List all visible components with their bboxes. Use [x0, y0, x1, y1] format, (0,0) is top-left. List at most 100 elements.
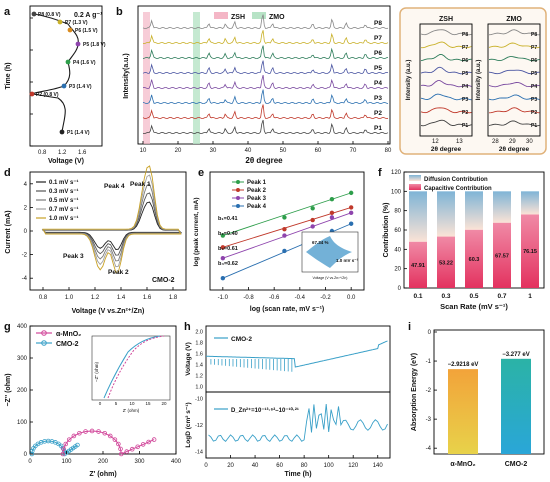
panel-g-amno2-marker: [146, 439, 151, 445]
panel-a-point-label: P7 (1.3 V): [65, 20, 88, 26]
panel-h-voltage: [206, 340, 388, 372]
panel-f-legend-capacitive: Capacitive Contribution: [424, 186, 492, 192]
panel-c-zmo-label: P5: [531, 71, 537, 77]
panel-e-point: [282, 215, 287, 220]
panel-f-diffusion-bar: [437, 191, 455, 237]
panel-d-legend-label: 0.7 mV s⁻¹: [49, 206, 79, 213]
panel-e-inset-rate: 1.0 mV s⁻¹: [336, 258, 359, 263]
panel-d-curves: [41, 165, 183, 273]
panel-c-zmo-trace: [488, 69, 540, 75]
panel-g-amno2-marker: [71, 433, 77, 439]
panel-g-inset-xlabel: Z' (ohm): [123, 408, 140, 413]
panel-h-xtick-label: 80: [301, 463, 308, 469]
panel-a-point: [29, 91, 35, 97]
panel-c-ylabel-zsh: Intensity (a.u.): [406, 60, 412, 101]
panel-e-inset-percent: 67.34 %: [312, 240, 329, 245]
panel-c-xtick-30: 30: [526, 139, 533, 145]
panel-f-diffusion-bar: [409, 191, 427, 242]
panel-g-amno2-marker: [83, 429, 88, 434]
panel-g-inset-ylabel: −Z'' (ohm): [94, 361, 99, 382]
panel-g-ytick-label: 400: [17, 324, 28, 330]
panel-h-ytick-top-label: 1.2: [195, 374, 203, 380]
panel-b-trace: [142, 14, 389, 30]
panel-e-point: [282, 226, 287, 232]
panel-g-amno2-marker: [151, 437, 157, 442]
panel-b-trace-label: P1: [374, 125, 382, 132]
panel-h-xlabel: Time (h): [284, 471, 311, 478]
panel-a-point-label: P2 (0.8 V): [36, 92, 59, 98]
panel-g-amno2-marker: [66, 437, 72, 442]
panel-f-xtick-label: 0.7: [497, 293, 506, 300]
panel-c-zmo-label: P8: [531, 32, 537, 38]
panel-g-legend: α-MnO₂ CMO-2: [36, 330, 81, 348]
panel-i-ytick-label: -1: [426, 359, 432, 365]
panel-c-zmo-label: P7: [531, 45, 537, 51]
panel-b-legend-zsh: ZSH: [231, 14, 245, 21]
panel-f-capacitive-bar: [465, 229, 483, 288]
panel-label-f: f: [378, 167, 382, 179]
panel-f-bar-label: 76.15: [523, 249, 537, 255]
panel-b-xtick-label: 70: [350, 148, 357, 154]
panel-e-legend-label: Peak 3: [247, 196, 267, 202]
panel-f-ylabel: Contribution (%): [383, 203, 390, 258]
panel-c-zmo-trace: [488, 82, 540, 88]
panel-h-ytick-top-label: 1.6: [195, 352, 203, 358]
panel-e-legend-marker: [236, 196, 240, 200]
panel-c-zsh-label: P7: [462, 45, 468, 51]
panel-c-zmo-trace: [488, 56, 540, 62]
panel-b-xtick-label: 20: [175, 148, 182, 154]
panel-c-xlabel-zsh: 2θ degree: [431, 146, 462, 153]
panel-b-frame: [137, 5, 391, 145]
panel-b-legend-zsh-swatch: [214, 12, 228, 19]
panel-h-xtick-label: 140: [373, 463, 384, 469]
panel-a-point-label: P6 (1.5 V): [75, 28, 98, 34]
panel-c-zsh-trace: [420, 119, 472, 127]
panel-g-xtick-label: 0: [28, 459, 32, 465]
panel-c-zsh-trace: [420, 66, 472, 75]
panel-d-xtick-label: 1.8: [169, 295, 178, 301]
panel-b-xtick-label: 60: [315, 148, 322, 154]
panel-e-b4: b₄=0.62: [218, 261, 238, 267]
panel-e-point: [310, 217, 315, 223]
panel-d-cv-curve: [42, 165, 182, 273]
panel-a-rate: 0.2 A g⁻¹: [74, 12, 103, 19]
panel-b-xlabel: 2θ degree: [245, 156, 283, 165]
panel-i-bar-label: −3.277 eV: [502, 352, 530, 358]
panel-f-capacitive-bar: [437, 236, 455, 288]
panel-f-capacitive-bar: [521, 214, 539, 288]
panel-g-amno2-marker: [96, 429, 101, 434]
panel-b-legend-zmo: ZMO: [269, 14, 285, 21]
panel-i-bar: [448, 369, 478, 454]
panel-g-amno2-marker: [61, 446, 66, 452]
panel-b-trace: [142, 119, 389, 135]
panel-e-legend-label: Peak 4: [247, 204, 267, 210]
panel-a-point-label: P1 (1.4 V): [67, 130, 90, 136]
panel-b-trace: [142, 45, 389, 60]
panel-f-ytick-label: 80: [394, 209, 401, 215]
panel-f-diffusion-bar: [521, 191, 539, 215]
panel-g-inset-xtick-label: 5: [115, 401, 118, 406]
panel-h-xtick-label: 60: [276, 463, 283, 469]
panel-b-zmo-band: [193, 12, 200, 144]
panel-d-ylabel: Current (mA): [5, 210, 12, 253]
panel-i-frame: [433, 329, 545, 455]
panel-a-points: P1 (1.4 V) P2 (0.8 V) P3 (1.4 V) P4 (1.6 V)…: [29, 11, 106, 147]
panel-g-amno2-marker: [140, 442, 146, 447]
panel-d-xtick-label: 1.2: [91, 295, 100, 301]
panel-i-ytick-label: 0: [428, 330, 432, 336]
panel-h-ytick-top-label: 1.4: [195, 363, 203, 369]
panel-f-diffusion-bar: [493, 191, 511, 223]
panel-g-xtick-label: 300: [134, 459, 145, 465]
panel-d-ytick-label: -4: [22, 276, 28, 282]
panel-h-xtick-label: 100: [324, 463, 335, 469]
panel-f-legend-capacitive-swatch: [409, 184, 421, 190]
panel-d-ticks: 0.8 1.0 1.2 1.4 1.6 1.8 4 2 0 -2 -4: [22, 182, 178, 301]
panel-g-series: [29, 428, 157, 457]
panel-c-zmo-label: P3: [531, 97, 537, 103]
panel-d-ytick-label: 0: [24, 229, 28, 235]
panel-e-point: [310, 206, 315, 211]
panel-g-amno2-line: [62, 430, 155, 455]
panel-d-ytick-label: 4: [24, 182, 28, 188]
panel-e-legend: Peak 1 Peak 2 Peak 3 Peak 4: [232, 180, 267, 210]
panel-g-amno2-marker: [116, 441, 121, 447]
